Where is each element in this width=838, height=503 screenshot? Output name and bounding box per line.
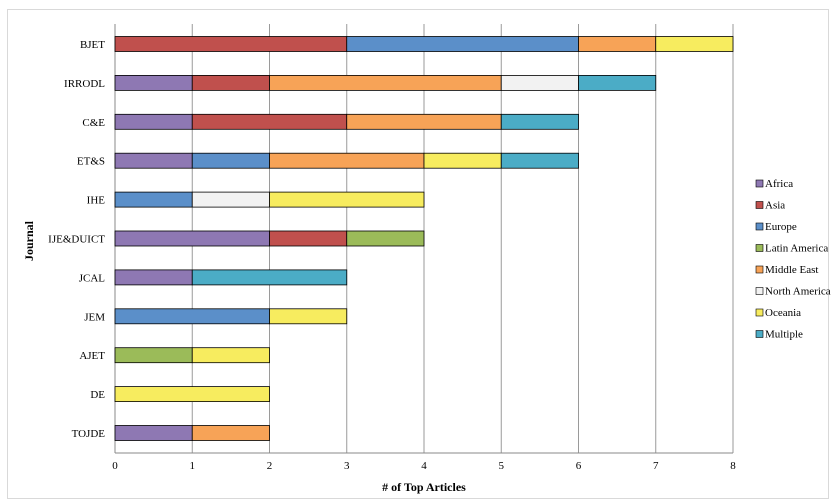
x-tick-label: 4	[421, 460, 427, 472]
legend-swatch	[755, 201, 764, 209]
x-tick-label: 2	[267, 460, 273, 472]
y-tick-label: IHE	[87, 195, 106, 207]
x-tick-label: 0	[112, 460, 118, 472]
bar-segment	[191, 191, 270, 208]
legend-label: Asia	[765, 200, 785, 212]
y-tick-label: BJET	[80, 39, 105, 51]
bar-segment	[114, 425, 193, 441]
y-tick-label: JCAL	[79, 272, 106, 284]
legend-label: Africa	[765, 178, 793, 190]
bar-segment	[114, 152, 193, 169]
bar-segment	[655, 36, 734, 52]
bar-segment	[191, 75, 270, 91]
bar-segment	[114, 113, 193, 130]
legend-label: Middle East	[765, 264, 818, 276]
bar-segment	[114, 269, 193, 286]
legend-swatch	[755, 244, 764, 252]
bar-segment	[346, 113, 502, 130]
y-tick-label: JEM	[84, 311, 105, 323]
y-tick-label: DE	[90, 389, 105, 401]
bar-segment	[114, 191, 193, 208]
bar-segment	[269, 308, 348, 325]
bar-segment	[500, 113, 579, 130]
bar-segment	[500, 75, 579, 91]
y-axis-title: Journal	[22, 220, 36, 261]
bar-segment	[114, 308, 270, 325]
bar-segment	[423, 152, 502, 169]
y-tick-label: IRRODL	[64, 78, 105, 90]
x-tick-label: 7	[653, 460, 659, 472]
bar-segment	[346, 230, 425, 247]
bar-segment	[269, 152, 425, 169]
y-tick-label: IJE&DUICT	[48, 234, 105, 246]
y-tick-labels: BJET IRRODL C&E ET&S IHE IJE&DUICT JCAL JEM AJET…	[48, 39, 105, 440]
bar-segment	[114, 36, 348, 52]
legend-label: Europe	[765, 221, 797, 233]
legend-label: Latin America	[765, 243, 828, 255]
x-tick-label: 5	[499, 460, 505, 472]
bars	[114, 36, 734, 441]
legend-swatch	[755, 308, 764, 317]
bar-segment	[346, 36, 579, 52]
bar-segment	[114, 347, 193, 364]
legend-swatch	[755, 330, 764, 338]
x-tick-label: 3	[344, 460, 350, 472]
y-tick-label: ET&S	[77, 156, 105, 168]
legend-swatch	[755, 287, 764, 295]
legend-label: Multiple	[765, 329, 803, 341]
legend: Africa Asia Europe Latin America Middle East…	[755, 178, 831, 341]
bar-segment	[191, 347, 270, 364]
legend-swatch	[755, 179, 764, 188]
legend-swatch	[755, 265, 764, 274]
x-tick-label: 6	[576, 460, 582, 472]
bar-segment	[191, 113, 348, 130]
bar-segment	[500, 152, 579, 169]
bar-segment	[191, 269, 348, 286]
bar-segment	[191, 152, 270, 169]
legend-label: North America	[765, 286, 831, 298]
bar-segment	[269, 75, 502, 91]
y-tick-label: TOJDE	[72, 428, 106, 440]
bar-segment	[114, 386, 270, 403]
x-tick-label: 8	[730, 460, 736, 472]
bar-segment	[191, 425, 270, 441]
x-tick-labels: 0 1 2 3 4 5 6 7 8	[112, 460, 736, 472]
bar-segment	[114, 230, 270, 247]
x-axis-title: # of Top Articles	[382, 480, 466, 494]
legend-label: Oceania	[765, 307, 801, 319]
y-tick-label: AJET	[79, 350, 105, 362]
y-tick-label: C&E	[82, 117, 105, 129]
legend-swatch	[755, 222, 764, 231]
bar-segment	[578, 75, 657, 91]
bar-segment	[578, 36, 657, 52]
bar-segment	[269, 191, 425, 208]
bar-segment	[269, 230, 348, 247]
bar-segment	[114, 75, 193, 91]
x-tick-label: 1	[190, 460, 196, 472]
